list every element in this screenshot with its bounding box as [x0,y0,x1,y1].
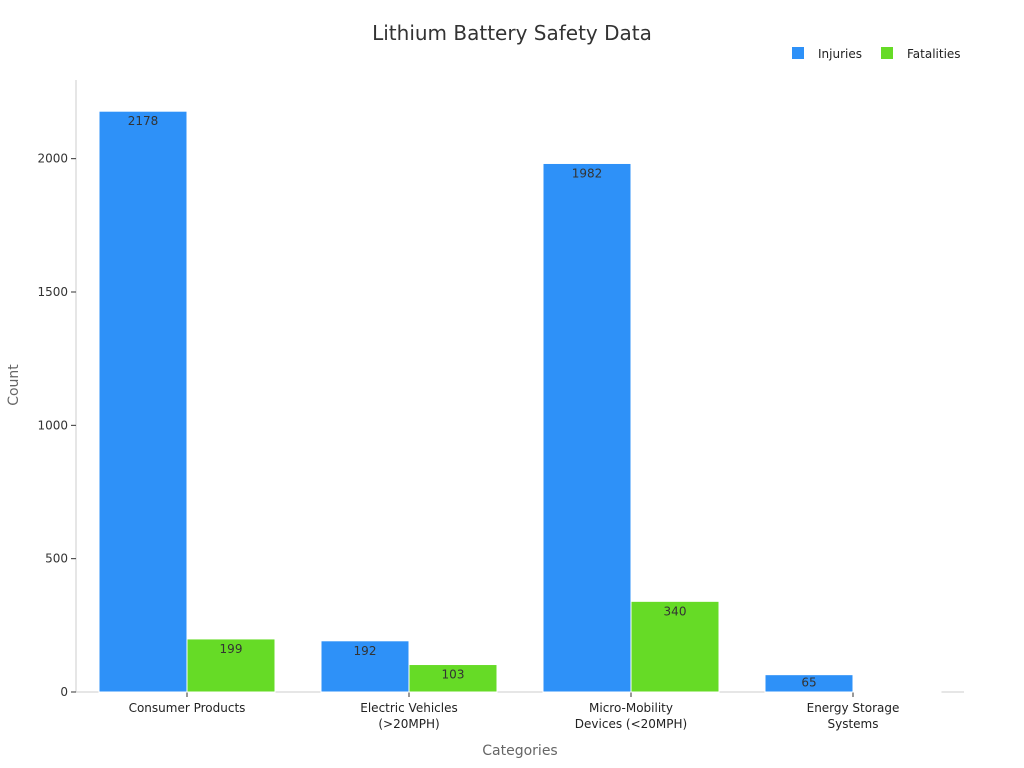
bar-injuries-1 [320,640,410,693]
x-tick-label: Energy Storage Systems [807,701,900,731]
bar-fatalities-1 [408,664,498,693]
x-tick-label: Micro-Mobility Devices (<20MPH) [575,701,687,731]
bars [98,110,942,693]
data-label: 1982 [572,166,603,180]
bar-fatalities-0 [186,638,276,693]
legend: Injuries Fatalities [792,47,961,61]
y-tick-label: 0 [60,685,68,699]
y-tick-label: 1500 [37,285,68,299]
y-tick-label: 2000 [37,152,68,166]
bar-fatalities-3 [852,690,942,693]
data-label: 340 [664,604,687,618]
value-labels: 2178 199 192 103 1982 340 65 [128,114,817,689]
data-label: 103 [442,668,465,682]
legend-swatch [881,47,893,59]
data-label: 2178 [128,114,159,128]
data-label: 65 [801,676,816,690]
legend-label: Fatalities [907,47,961,61]
bar-fatalities-2 [630,600,720,693]
bar-injuries-0 [98,110,188,693]
y-axis: 0 500 1000 1500 2000 [37,80,77,699]
x-tick-label: Electric Vehicles (>20MPH) [360,701,457,731]
x-tick-label: Consumer Products [129,701,246,715]
data-label: 199 [220,642,243,656]
y-tick-label: 1000 [37,418,68,432]
x-axis: Consumer Products Electric Vehicles (>20MP… [76,691,964,731]
chart-title: Lithium Battery Safety Data [372,21,652,45]
bar-injuries-3 [764,674,854,693]
y-axis-title: Count [6,364,22,406]
y-tick-label: 500 [45,552,68,566]
data-label: 192 [354,644,377,658]
legend-label: Injuries [818,47,862,61]
bar-injuries-2 [542,162,632,693]
legend-swatch [792,47,804,59]
x-axis-title: Categories [482,743,557,759]
